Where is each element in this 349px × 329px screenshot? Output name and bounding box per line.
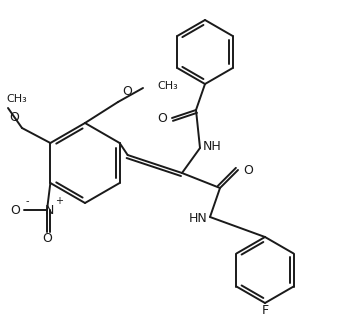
Text: -: - — [26, 196, 30, 206]
Text: CH₃: CH₃ — [157, 81, 178, 91]
Text: O: O — [243, 164, 253, 176]
Text: HN: HN — [189, 213, 208, 225]
Text: O: O — [42, 233, 52, 245]
Text: O: O — [9, 111, 19, 124]
Text: O: O — [122, 85, 132, 98]
Text: CH₃: CH₃ — [6, 94, 27, 104]
Text: N: N — [44, 204, 54, 216]
Text: O: O — [10, 204, 20, 216]
Text: O: O — [157, 112, 167, 124]
Text: NH: NH — [203, 139, 222, 153]
Text: +: + — [55, 196, 63, 206]
Text: F: F — [261, 303, 269, 316]
